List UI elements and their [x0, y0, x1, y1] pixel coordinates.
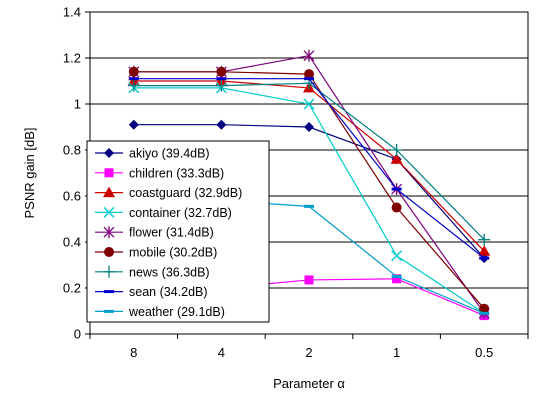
- x-tick-label: 2: [305, 345, 312, 360]
- legend-label: sean (34.2dB): [129, 285, 208, 299]
- data-point: [479, 303, 490, 314]
- legend-label: coastguard (32.9dB): [129, 186, 242, 200]
- legend-swatch-marker: [104, 148, 114, 158]
- legend-label: children (33.3dB): [129, 166, 224, 180]
- data-point: [303, 98, 315, 110]
- data-point: [304, 69, 314, 80]
- legend-label: news (36.3dB): [129, 265, 210, 279]
- x-axis-ticks: 8 4 2 1 0.5: [89, 334, 529, 360]
- data-point: [390, 144, 403, 156]
- y-axis-ticks: 0 0.2 0.4 0.6 0.8 1 1.2 1.4: [63, 5, 90, 342]
- data-point: [304, 122, 314, 132]
- x-axis-label: Parameter α: [273, 376, 345, 391]
- data-point: [304, 275, 314, 285]
- data-point: [216, 119, 227, 130]
- x-tick-label: 1: [393, 345, 400, 360]
- data-point: [304, 204, 314, 208]
- data-point: [478, 233, 491, 246]
- data-point: [391, 275, 402, 278]
- y-tick-label: 1: [74, 97, 81, 112]
- y-axis-label: PSNR gain [dB]: [22, 127, 37, 218]
- legend-swatch-marker: [103, 206, 115, 218]
- series-6: [128, 66, 490, 314]
- legend-item: container (32.7dB): [95, 206, 232, 220]
- data-point: [391, 202, 402, 213]
- data-point: [478, 245, 491, 256]
- y-tick-label: 0.8: [63, 143, 81, 158]
- legend-label: flower (31.4dB): [129, 226, 214, 240]
- legend-label: akiyo (39.4dB): [129, 147, 210, 161]
- data-point: [479, 256, 490, 260]
- x-tick-label: 4: [218, 345, 225, 360]
- y-tick-label: 0.2: [63, 281, 81, 296]
- legend-item: akiyo (39.4dB): [95, 147, 210, 161]
- series-group: [127, 49, 491, 321]
- legend-item: news (36.3dB): [95, 265, 210, 279]
- legend-item: flower (31.4dB): [95, 226, 214, 240]
- legend-item: weather (29.1dB): [95, 305, 225, 319]
- data-point: [479, 311, 490, 315]
- y-tick-label: 1.4: [63, 5, 81, 20]
- x-tick-label: 0.5: [475, 345, 493, 360]
- data-point: [128, 119, 139, 130]
- series-7: [127, 77, 491, 246]
- data-point: [390, 153, 403, 164]
- data-point: [392, 274, 402, 284]
- data-point: [303, 49, 315, 62]
- series-8: [128, 77, 490, 260]
- y-tick-label: 0: [74, 327, 81, 342]
- legend-label: container (32.7dB): [129, 206, 232, 220]
- legend-swatch-marker: [104, 290, 114, 294]
- data-point: [128, 77, 139, 81]
- legend-swatch-marker: [104, 309, 114, 313]
- legend-label: weather (29.1dB): [128, 305, 225, 319]
- legend: akiyo (39.4dB) children (33.3dB) coastguar…: [86, 140, 270, 323]
- legend-swatch-marker: [103, 265, 115, 278]
- data-point: [127, 79, 140, 92]
- legend-swatch-marker: [104, 168, 114, 178]
- data-point: [216, 77, 227, 81]
- legend-swatch-marker: [103, 186, 115, 198]
- y-tick-label: 0.6: [63, 189, 81, 204]
- y-tick-label: 1.2: [63, 51, 81, 66]
- legend-item: mobile (30.2dB): [95, 246, 217, 260]
- data-point: [128, 66, 139, 77]
- data-point: [304, 77, 314, 81]
- data-point: [215, 79, 228, 92]
- legend-item: sean (34.2dB): [95, 285, 208, 299]
- legend-label: mobile (30.2dB): [129, 246, 217, 260]
- legend-item: coastguard (32.9dB): [95, 186, 242, 200]
- legend-swatch-marker: [103, 226, 115, 239]
- x-tick-label: 8: [130, 345, 137, 360]
- data-point: [391, 187, 402, 191]
- y-tick-label: 0.4: [63, 235, 81, 250]
- legend-swatch-marker: [104, 247, 114, 257]
- legend-item: children (33.3dB): [95, 166, 224, 180]
- data-point: [216, 66, 227, 77]
- data-point: [391, 250, 403, 262]
